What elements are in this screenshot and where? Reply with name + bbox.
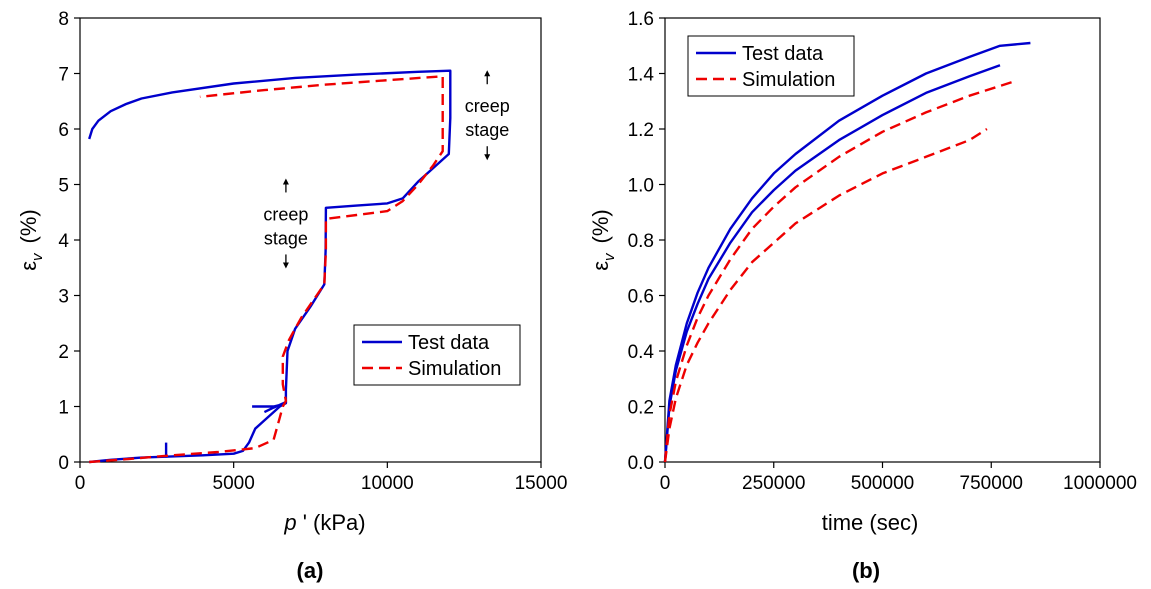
chart-a-annotation-creep1-text: stage	[465, 120, 509, 140]
chart-a-x-tick-label: 0	[75, 473, 86, 494]
chart-b-y-tick-label: 1.4	[628, 65, 655, 86]
chart-b-series-simulation-line	[663, 80, 1014, 463]
chart-a-x-tick-label: 5000	[213, 473, 255, 494]
chart-a-y-tick-label: 4	[58, 231, 69, 252]
chart-a-annotation-creep2-text: creep	[263, 204, 308, 224]
chart-b-legend-label-simulation: Simulation	[742, 69, 835, 91]
chart-a-y-tick-label: 2	[58, 342, 69, 363]
chart-b-series-simulation-line	[663, 127, 988, 463]
chart-b-y-tick-label: 1.6	[628, 9, 654, 30]
chart-a-annotation-creep2-down-arrowhead	[282, 262, 289, 269]
chart-b-y-axis-title: εv (%)	[588, 209, 618, 271]
panel-b: 0 250000 500000 750000 1000000 0.0 0.2 0.4 0.6 0.…	[588, 9, 1137, 583]
chart-a-y-axis-unit: (%)	[16, 209, 41, 243]
chart-b-y-tick-label: 1.2	[628, 120, 654, 141]
chart-a-x-axis-symbol: p	[283, 510, 296, 535]
chart-b-x-tick-label: 750000	[960, 473, 1023, 494]
chart-a-x-axis-unit: ' (kPa)	[297, 510, 366, 535]
chart-a-annotation-creep2-text: stage	[264, 228, 308, 248]
chart-b-y-tick-label: 0.4	[628, 342, 655, 363]
chart-a-legend-box	[353, 324, 521, 386]
chart-a-y-tick-label: 7	[58, 65, 69, 86]
chart-a-y-tick-label: 3	[58, 287, 69, 308]
chart-b-y-tick-label: 0.2	[628, 398, 654, 419]
chart-b-x-tick-label: 0	[660, 473, 671, 494]
chart-a-y-tick-label: 6	[58, 120, 69, 141]
chart-a-annotation-creep1-up-arrowhead	[484, 70, 491, 77]
chart-a-legend-label-test-data: Test data	[408, 332, 490, 354]
chart-b-x-tick-label: 250000	[742, 473, 805, 494]
chart-a-y-axis-title: εv (%)	[16, 209, 46, 271]
chart-a-annotation-creep2-up-arrowhead	[282, 178, 289, 185]
chart-b-series-test-data-line	[663, 64, 1001, 463]
chart-a-y-tick-label: 1	[58, 398, 69, 419]
chart-b-x-tick-label: 500000	[851, 473, 914, 494]
chart-b-y-axis-unit: (%)	[588, 209, 613, 243]
chart-a-x-axis-title: p ' (kPa)	[283, 510, 365, 535]
chart-b-legend-label-test-data: Test data	[742, 43, 824, 65]
chart-a-x-tick-label: 15000	[515, 473, 568, 494]
chart-a-y-axis-subscript: v	[29, 252, 46, 261]
chart-a-x-tick-label: 10000	[361, 473, 414, 494]
chart-b-legend-box	[687, 35, 855, 97]
chart-a-plot-frame	[79, 17, 542, 463]
chart-b-y-tick-label: 0.8	[628, 231, 654, 252]
chart-b-x-tick-label: 1000000	[1063, 473, 1137, 494]
chart-b-y-axis-subscript: v	[601, 252, 618, 261]
chart-a-y-axis-symbol: ε	[16, 261, 41, 271]
chart-b-y-tick-label: 1.0	[628, 176, 654, 197]
chart-b-panel-label: (b)	[852, 558, 880, 583]
chart-a-series-test-data-line	[88, 69, 452, 464]
chart-a-series-simulation-line	[89, 75, 444, 464]
chart-a-y-tick-label: 0	[58, 453, 69, 474]
chart-a-panel-label: (a)	[297, 558, 324, 583]
chart-a-y-tick-label: 5	[58, 176, 69, 197]
chart-b-y-tick-label: 0.0	[628, 453, 654, 474]
panel-a: 0 5000 10000 15000 0 1 2 3 4 5 6 7 8 Test data Simulat…	[16, 9, 567, 583]
chart-a-annotation-creep1-text: creep	[465, 96, 510, 116]
chart-b-y-axis-symbol: ε	[588, 261, 613, 271]
chart-b-series-test-data-line	[663, 41, 1031, 463]
chart-a-legend-label-simulation: Simulation	[408, 358, 501, 380]
chart-b-x-axis-title: time (sec)	[822, 510, 919, 535]
chart-b-y-tick-label: 0.6	[628, 287, 654, 308]
chart-a-y-tick-label: 8	[58, 9, 69, 30]
chart-a-annotation-creep1-down-arrowhead	[484, 154, 491, 161]
